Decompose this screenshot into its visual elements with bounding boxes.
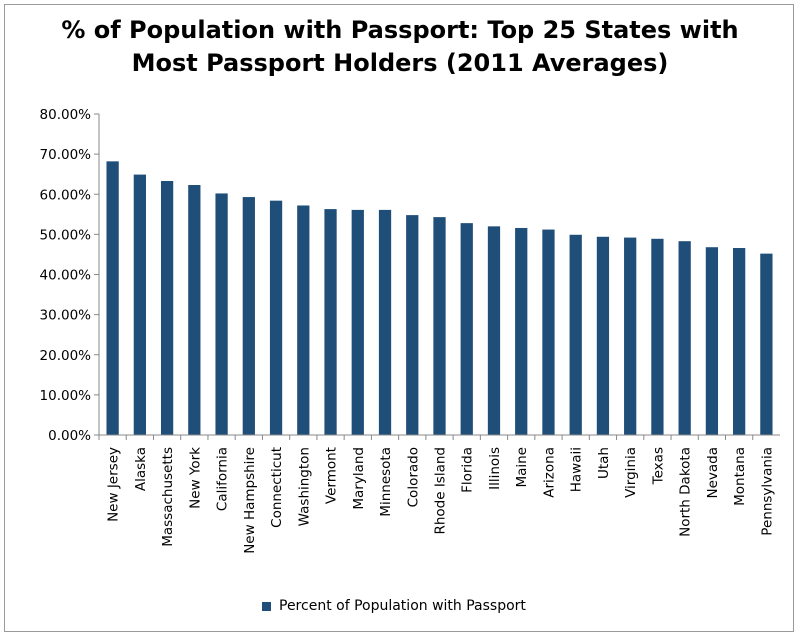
bar [596, 236, 610, 435]
chart-title-line-2: Most Passport Holders (2011 Averages) [131, 49, 669, 77]
x-tick-label: Connecticut [269, 447, 285, 528]
x-tick-label: Arizona [541, 447, 557, 498]
bar [242, 197, 255, 435]
y-tick-label: 30.00% [40, 308, 92, 324]
x-tick-label: Minnesota [378, 447, 394, 517]
x-tick-label: Florida [460, 447, 476, 493]
bar [733, 248, 746, 435]
y-tick-label: 60.00% [40, 187, 92, 203]
y-tick-label: 0.00% [48, 428, 91, 444]
bar [324, 209, 337, 435]
bar [106, 161, 119, 435]
bar [297, 205, 310, 435]
x-tick-label: Virginia [623, 447, 639, 498]
legend-label: Percent of Population with Passport [279, 598, 526, 614]
x-tick-label: North Dakota [678, 447, 694, 537]
x-tick-label: Pennsylvania [759, 447, 775, 536]
bar [406, 215, 419, 435]
bar [160, 181, 174, 435]
x-tick-label: Massachusetts [160, 447, 176, 547]
bar [351, 209, 364, 435]
x-tick-label: New Hampshire [242, 447, 258, 554]
x-tick-label: Washington [296, 447, 312, 526]
x-tick-label: Utah [596, 447, 612, 479]
y-tick-label: 50.00% [40, 227, 92, 243]
x-tick-label: Maryland [351, 447, 367, 510]
bar [678, 241, 691, 435]
x-tick-label: Texas [650, 447, 666, 485]
y-tick-label: 10.00% [40, 388, 92, 404]
y-tick-label: 70.00% [40, 147, 92, 163]
x-tick-label: New York [187, 447, 203, 509]
x-tick-label: California [215, 447, 231, 511]
y-axis: 0.00% 10.00% 20.00% 30.00% 40.00% 50.00% 60.00… [40, 107, 99, 444]
x-tick-label: Colorado [405, 447, 421, 507]
bar [188, 185, 201, 435]
x-tick-label: Rhode Island [433, 447, 449, 535]
chart-title-line-1: % of Population with Passport: Top 25 St… [61, 16, 739, 44]
bar [133, 174, 146, 435]
bars [106, 161, 773, 435]
x-tick-label: Vermont [324, 447, 340, 504]
x-axis-labels: New Jersey Alaska Massachusetts New York Cal… [98, 435, 775, 554]
x-tick-label: Alaska [133, 447, 149, 491]
bar [460, 223, 473, 435]
bar [624, 237, 637, 435]
bar [433, 217, 446, 435]
bar [705, 247, 719, 435]
bar [760, 253, 773, 435]
y-tick-label: 20.00% [40, 348, 92, 364]
y-tick-label: 80.00% [40, 107, 92, 123]
legend-swatch [262, 601, 271, 611]
x-tick-label: Nevada [705, 447, 721, 499]
bar [487, 226, 501, 435]
bar [215, 193, 228, 435]
bar [569, 234, 582, 435]
bar [378, 209, 392, 435]
bar [269, 200, 283, 435]
legend: Percent of Population with Passport [262, 598, 526, 614]
x-tick-label: Maine [514, 447, 530, 488]
x-tick-label: Illinois [487, 447, 503, 490]
x-tick-label: Montana [732, 447, 748, 506]
bar [515, 227, 528, 435]
chart-title: % of Population with Passport: Top 25 St… [0, 14, 800, 80]
x-tick-label: Hawaii [569, 447, 585, 492]
bar [651, 238, 664, 435]
x-tick-label: New Jersey [106, 447, 122, 522]
y-tick-label: 40.00% [40, 268, 92, 284]
bar [542, 229, 555, 435]
